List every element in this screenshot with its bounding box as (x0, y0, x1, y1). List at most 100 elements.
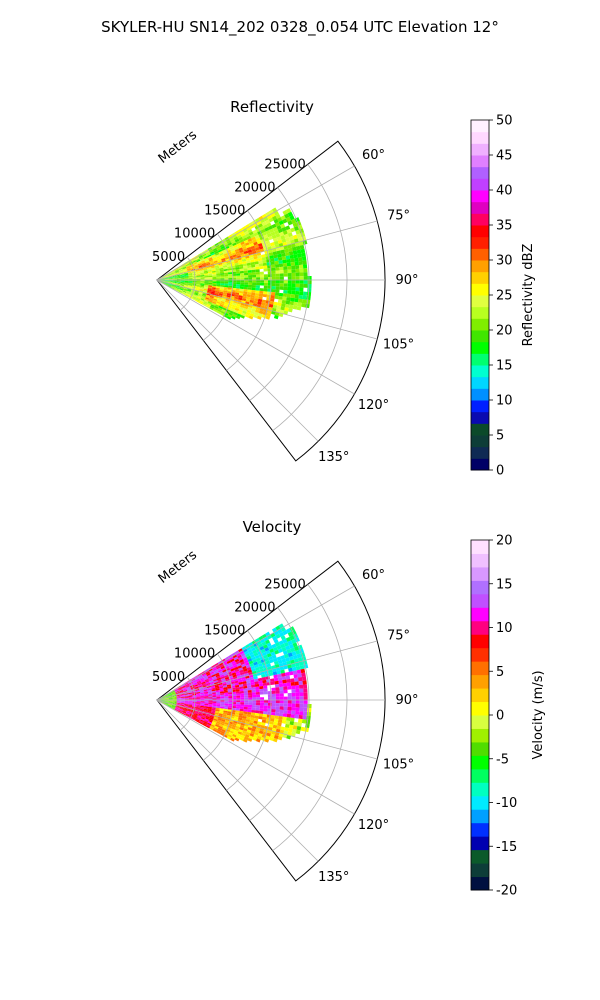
velocity-echo-cell (259, 686, 264, 690)
reflectivity-echo-cell (168, 282, 173, 284)
reflectivity-echo-cell (273, 254, 278, 259)
velocity-echo-cell (254, 715, 259, 719)
velocity-echo-cell (184, 714, 189, 718)
reflectivity-echo-cell (277, 216, 283, 222)
velocity-colorbar-segment (471, 634, 489, 649)
reflectivity-echo-cell (224, 300, 230, 304)
velocity-echo-cell (268, 723, 274, 728)
reflectivity-echo-cell (171, 285, 176, 288)
reflectivity-echo-cell (283, 280, 288, 284)
velocity-grid (156, 560, 386, 882)
velocity-echo-cell (214, 715, 219, 719)
reflectivity-echo-cell (283, 286, 288, 291)
velocity-echo-cell (221, 677, 226, 681)
reflectivity-echo-cell (294, 242, 300, 247)
velocity-echo-cell (219, 691, 225, 694)
reflectivity-echo-cell (194, 265, 199, 268)
velocity-echo-cell (279, 706, 284, 710)
reflectivity-echo-cell (243, 272, 249, 276)
reflectivity-echo-cell (248, 315, 254, 320)
reflectivity-echo-cell (203, 269, 208, 272)
reflectivity-colorbar-segment (471, 166, 489, 179)
reflectivity-echo-cell (180, 278, 185, 280)
velocity-echo-cell (216, 677, 222, 681)
reflectivity-echo-cell (248, 240, 254, 245)
reflectivity-echo-cell (185, 292, 190, 296)
reflectivity-echo-cell (246, 226, 252, 231)
reflectivity-echo-cell (233, 236, 239, 241)
velocity-echo-cell (236, 704, 241, 707)
reflectivity-echo-cell (228, 312, 234, 316)
velocity-echo-cell (266, 663, 272, 668)
velocity-echo-cell (164, 703, 168, 705)
velocity-echo-cell (212, 702, 217, 705)
reflectivity-echo-cell (250, 261, 255, 266)
reflectivity-echo-cell (249, 299, 254, 304)
reflectivity-echo-cell (195, 299, 200, 303)
reflectivity-echo-cell (265, 219, 271, 225)
velocity-echo-cell (239, 708, 244, 712)
reflectivity-echo-cell (174, 269, 179, 272)
velocity-echo-cell (188, 698, 193, 700)
velocity-echo-cell (241, 663, 246, 668)
velocity-echo-cell (199, 709, 204, 712)
reflectivity-echo-cell (223, 270, 228, 273)
velocity-echo-cell (286, 734, 292, 740)
velocity-echo-cell (172, 702, 177, 704)
velocity-echo-cell (180, 697, 185, 699)
reflectivity-echo-cell (264, 277, 269, 280)
velocity-echo-cell (204, 718, 209, 722)
velocity-echo-cell (171, 690, 175, 694)
velocity-echo-cell (248, 695, 253, 698)
reflectivity-echo-cell (191, 258, 196, 262)
velocity-echo-cell (261, 719, 267, 724)
velocity-echo-cell (198, 713, 203, 716)
velocity-echo-cell (242, 657, 248, 662)
reflectivity-echo-cell (179, 286, 184, 289)
velocity-echo-cell (184, 702, 189, 705)
velocity-echo-cell (188, 703, 193, 705)
reflectivity-echo-cell (187, 289, 192, 292)
velocity-echo-cell (219, 687, 224, 691)
reflectivity-echo-cell (298, 241, 304, 246)
velocity-radial-tick-label: 25000 (264, 577, 305, 592)
reflectivity-echo-cell (221, 257, 226, 261)
reflectivity-echo-cell (239, 230, 245, 235)
velocity-echo-cell (215, 690, 220, 693)
reflectivity-echo-cell (299, 276, 304, 280)
reflectivity-echo-cell (160, 281, 165, 284)
velocity-echo-cell (295, 692, 300, 697)
reflectivity-echo-cell (184, 283, 189, 285)
velocity-echo-cell (271, 696, 276, 700)
velocity-echo-cell (270, 651, 276, 656)
velocity-echo-cell (297, 657, 303, 663)
reflectivity-echo-cell (256, 315, 262, 320)
velocity-echo-cell (266, 732, 272, 737)
velocity-echo-cell (258, 665, 264, 670)
velocity-colorbar-segment (471, 701, 489, 716)
velocity-echo-cell (227, 711, 232, 714)
velocity-echo-cell (200, 718, 205, 721)
velocity-echo-cell (211, 666, 217, 670)
reflectivity-echo-cell (260, 228, 266, 234)
velocity-echo-cell (180, 696, 185, 698)
reflectivity-echo-cell (215, 244, 220, 248)
velocity-echo-cell (283, 641, 289, 647)
velocity-echo-cell (225, 678, 230, 682)
velocity-echo-cell (278, 680, 283, 684)
reflectivity-echo-cell (295, 283, 300, 288)
reflectivity-echo-cell (196, 282, 201, 284)
reflectivity-echo-cell (282, 259, 287, 264)
velocity-echo-cell (189, 684, 195, 688)
reflectivity-echo-cell (160, 279, 165, 280)
velocity-echo-cell (230, 728, 235, 732)
reflectivity-echo-cell (186, 291, 191, 294)
velocity-echo-cell (192, 692, 197, 695)
reflectivity-echo-cell (176, 282, 181, 284)
reflectivity-echo-cell (277, 302, 282, 307)
velocity-echo-cell (249, 644, 255, 649)
velocity-echo-cell (240, 704, 245, 707)
velocity-echo-cell (164, 701, 169, 703)
velocity-echo-cell (278, 716, 283, 720)
reflectivity-echo-cell (184, 280, 189, 282)
